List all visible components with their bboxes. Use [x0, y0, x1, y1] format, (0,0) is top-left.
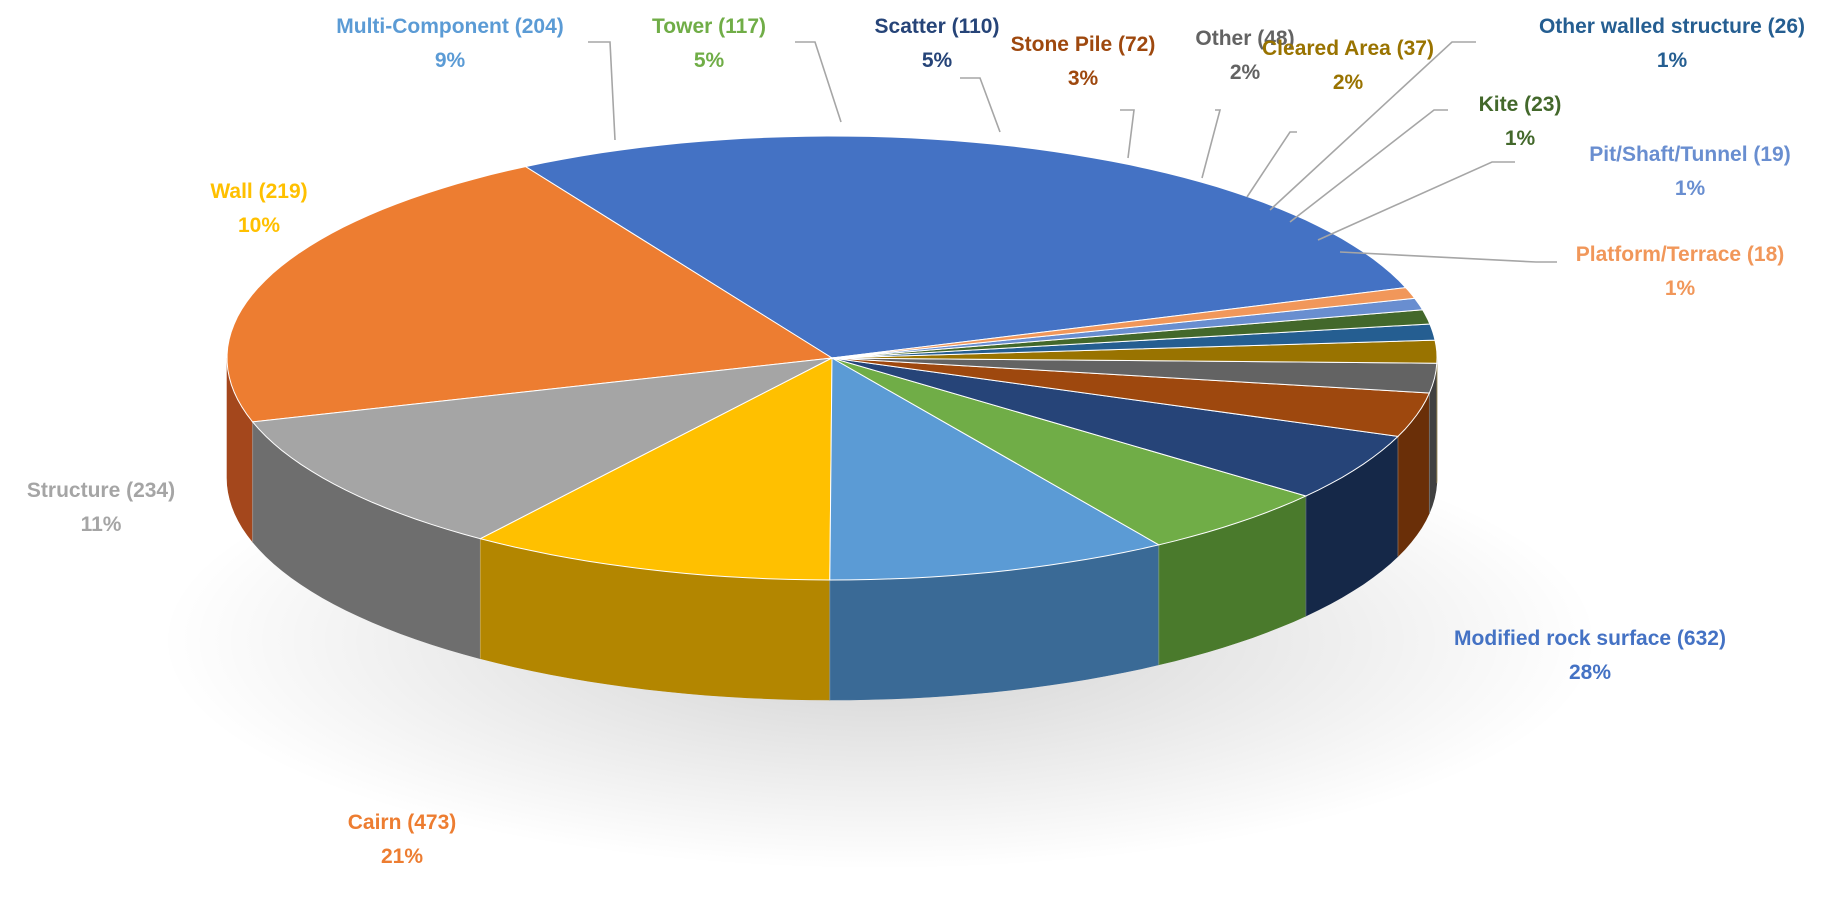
data-label-percent: 1%	[1656, 49, 1688, 72]
data-label-percent: 1%	[1504, 127, 1536, 150]
leader-line-platform-terrace	[1339, 251, 1557, 263]
pie-slice-tower	[831, 357, 1308, 546]
data-label-platform-terrace: Platform/Terrace (18) 1%	[1576, 238, 1785, 306]
data-label-percent: 1%	[1664, 277, 1696, 300]
data-label-category: Structure (234)	[26, 479, 176, 502]
data-label-percent: 11%	[80, 513, 122, 536]
data-label-modified-rock-surface: Modified rock surface (632) 28%	[1454, 622, 1726, 690]
data-label-category: Wall (219)	[210, 180, 308, 203]
data-label-pit-shaft-tunnel: Pit/Shaft/Tunnel (19) 1%	[1589, 138, 1790, 206]
pie-slice-stone-pile	[831, 357, 1431, 437]
data-label-category: Multi-Component (204)	[336, 15, 564, 38]
leader-line-other	[1201, 109, 1222, 179]
data-label-category: Platform/Terrace (18)	[1575, 243, 1785, 266]
data-label-percent: 21%	[380, 845, 424, 868]
data-label-category: Kite (23)	[1478, 93, 1562, 116]
data-label-percent: 28%	[1568, 661, 1612, 684]
leader-line-tower	[795, 41, 842, 123]
pie-slice-structure	[251, 357, 833, 540]
data-label-category: Cleared Area (37)	[1262, 37, 1434, 60]
data-label-stone-pile: Stone Pile (72) 3%	[1011, 28, 1156, 96]
data-label-category: Pit/Shaft/Tunnel (19)	[1589, 143, 1791, 166]
data-label-multi-component: Multi-Component (204) 9%	[336, 10, 563, 78]
data-label-other: Other (48) 2%	[1195, 22, 1294, 90]
data-label-wall: Wall (219) 10%	[210, 175, 307, 243]
leader-line-other-walled-structure	[1269, 41, 1476, 211]
data-label-other-walled-structure: Other walled structure (26) 1%	[1539, 10, 1805, 78]
data-label-category: Stone Pile (72)	[1010, 33, 1156, 56]
data-label-scatter: Scatter (110) 5%	[875, 10, 1000, 78]
leader-line-multi-component	[588, 41, 616, 141]
pie-slice-scatter	[831, 357, 1400, 497]
pie-slice-platform-terrace	[831, 287, 1416, 359]
data-label-category: Other walled structure (26)	[1538, 15, 1806, 38]
data-label-percent: 10%	[237, 214, 281, 237]
data-label-percent: 5%	[693, 49, 725, 72]
data-label-percent: 3%	[1067, 67, 1099, 90]
leader-line-scatter	[960, 77, 1001, 133]
data-label-percent: 1%	[1674, 177, 1706, 200]
data-label-percent: 5%	[921, 49, 953, 72]
leader-line-stone-pile	[1120, 109, 1135, 159]
leader-line-cleared-area	[1246, 131, 1297, 198]
data-label-kite: Kite (23) 1%	[1479, 88, 1562, 156]
pie-slice-wall	[478, 357, 833, 581]
leader-line-kite	[1289, 109, 1448, 223]
data-label-category: Modified rock surface (632)	[1454, 627, 1726, 650]
pie-slice-cairn	[226, 166, 834, 423]
data-label-cleared-area: Cleared Area (37) 2%	[1262, 32, 1434, 100]
data-label-structure: Structure (234) 11%	[27, 474, 175, 542]
data-label-category: Other (48)	[1195, 27, 1295, 50]
data-label-tower: Tower (117) 5%	[652, 10, 766, 78]
data-label-percent: 9%	[434, 49, 466, 72]
data-label-category: Scatter (110)	[874, 15, 1000, 38]
pie-slice-multi-component	[829, 357, 1161, 581]
leader-line-pit-shaft-tunnel	[1317, 161, 1515, 241]
data-label-percent: 2%	[1229, 61, 1261, 84]
data-label-category: Cairn (473)	[347, 811, 457, 834]
data-label-category: Tower (117)	[652, 15, 766, 38]
data-label-percent: 2%	[1332, 71, 1364, 94]
data-label-cairn: Cairn (473) 21%	[348, 806, 457, 874]
